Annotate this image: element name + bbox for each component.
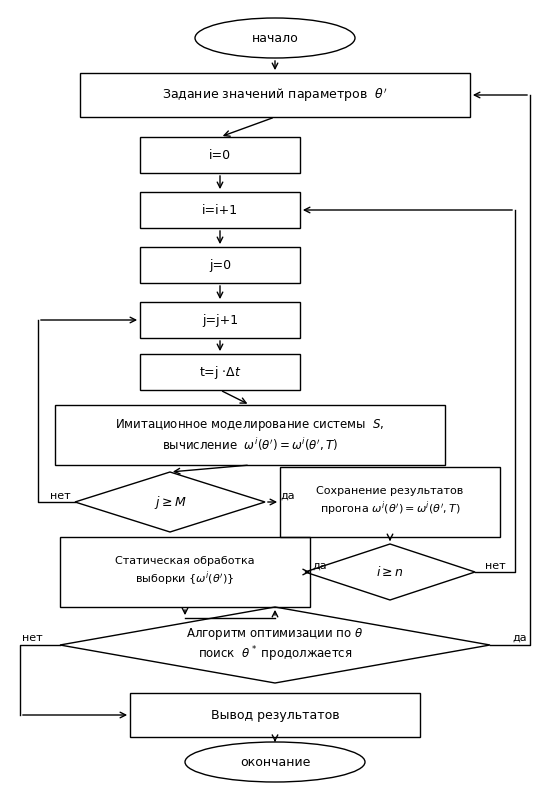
Bar xyxy=(140,247,300,283)
Bar xyxy=(60,537,310,607)
Bar xyxy=(80,73,470,117)
Text: Имитационное моделирование системы  $S$,
вычисление  $\omega^i(\theta') = \omega: Имитационное моделирование системы $S$, … xyxy=(115,417,385,453)
Text: i=0: i=0 xyxy=(209,149,231,162)
Text: нет: нет xyxy=(50,491,71,501)
Text: $j \geq M$: $j \geq M$ xyxy=(154,493,186,511)
Text: окончание: окончание xyxy=(240,756,310,768)
Text: да: да xyxy=(512,633,527,643)
Text: да: да xyxy=(280,491,295,501)
Text: i=i+1: i=i+1 xyxy=(202,204,238,216)
Bar xyxy=(280,467,500,537)
Text: нет: нет xyxy=(21,633,42,643)
Text: Алгоритм оптимизации по $\theta$
поиск  $\theta^*$ продолжается: Алгоритм оптимизации по $\theta$ поиск $… xyxy=(186,626,364,664)
Text: да: да xyxy=(312,561,327,571)
Text: $i \geq n$: $i \geq n$ xyxy=(376,565,404,579)
Bar xyxy=(140,137,300,173)
Text: j=0: j=0 xyxy=(209,258,231,272)
Text: t=j $\cdot\Delta t$: t=j $\cdot\Delta t$ xyxy=(199,364,241,380)
Bar xyxy=(140,354,300,390)
Bar xyxy=(130,693,420,737)
Text: нет: нет xyxy=(485,561,505,571)
Bar xyxy=(140,302,300,338)
Text: начало: начало xyxy=(252,32,299,44)
Text: Вывод результатов: Вывод результатов xyxy=(210,709,339,722)
Bar xyxy=(55,405,445,465)
Text: Задание значений параметров  $\theta'$: Задание значений параметров $\theta'$ xyxy=(162,86,388,104)
Text: Статическая обработка
выборки $\{ \omega^i(\theta')\}$: Статическая обработка выборки $\{ \omega… xyxy=(115,556,255,588)
Text: j=j+1: j=j+1 xyxy=(202,314,238,326)
Bar xyxy=(140,192,300,228)
Text: Сохранение результатов
прогона $\omega^i(\theta') = \omega^i(\theta', T)$: Сохранение результатов прогона $\omega^i… xyxy=(316,486,463,518)
